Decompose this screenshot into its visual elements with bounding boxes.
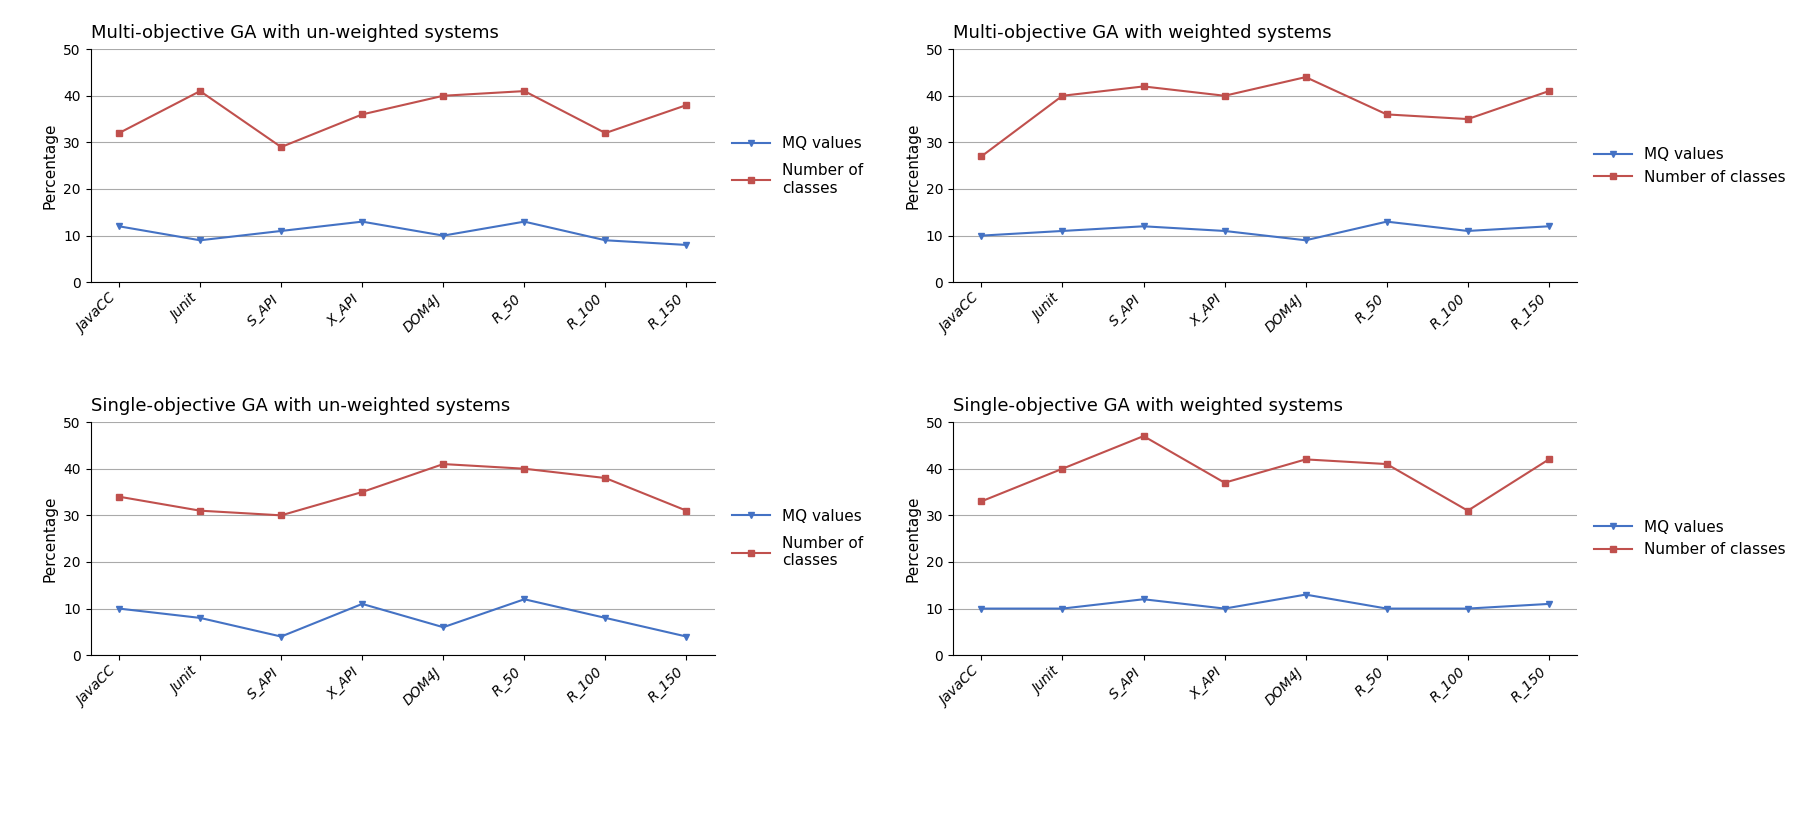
Number of classes bbox=[1458, 114, 1479, 124]
Line: MQ values: MQ values bbox=[977, 218, 1552, 244]
MQ values bbox=[1458, 226, 1479, 236]
MQ values bbox=[270, 631, 292, 641]
Number of classes bbox=[676, 506, 698, 516]
Number of classes bbox=[1133, 82, 1155, 92]
Number of classes bbox=[1537, 455, 1559, 464]
MQ values bbox=[1294, 590, 1316, 600]
Number of classes bbox=[1294, 455, 1316, 464]
MQ values bbox=[970, 604, 992, 613]
MQ values bbox=[270, 226, 292, 236]
MQ values bbox=[676, 631, 698, 641]
Number of classes bbox=[970, 496, 992, 506]
Number of classes bbox=[595, 128, 616, 138]
Number of classes bbox=[433, 459, 455, 469]
MQ values bbox=[1537, 599, 1559, 609]
MQ values bbox=[1537, 221, 1559, 231]
Number of classes bbox=[352, 110, 373, 120]
MQ values bbox=[1376, 217, 1398, 227]
MQ values bbox=[352, 217, 373, 227]
Number of classes bbox=[970, 152, 992, 161]
Text: Single-objective GA with un-weighted systems: Single-objective GA with un-weighted sys… bbox=[91, 397, 509, 415]
Number of classes bbox=[1133, 431, 1155, 441]
Number of classes bbox=[270, 143, 292, 152]
Legend: MQ values, Number of classes: MQ values, Number of classes bbox=[1588, 141, 1793, 191]
MQ values bbox=[433, 622, 455, 632]
Number of classes bbox=[189, 506, 210, 516]
MQ values bbox=[1458, 604, 1479, 613]
Number of classes bbox=[1213, 477, 1235, 487]
Number of classes bbox=[109, 491, 131, 501]
Legend: MQ values, Number of
classes: MQ values, Number of classes bbox=[725, 129, 868, 201]
MQ values bbox=[1052, 604, 1073, 613]
MQ values bbox=[1294, 235, 1316, 245]
Text: Multi-objective GA with weighted systems: Multi-objective GA with weighted systems bbox=[954, 24, 1333, 42]
Y-axis label: Percentage: Percentage bbox=[905, 122, 921, 209]
Line: MQ values: MQ values bbox=[116, 595, 691, 640]
MQ values bbox=[109, 221, 131, 231]
Number of classes bbox=[1213, 91, 1235, 101]
MQ values bbox=[189, 235, 210, 245]
Legend: MQ values, Number of
classes: MQ values, Number of classes bbox=[725, 503, 868, 575]
Number of classes bbox=[513, 86, 535, 96]
Line: Number of classes: Number of classes bbox=[116, 88, 691, 151]
Number of classes bbox=[1537, 86, 1559, 96]
MQ values bbox=[1213, 604, 1235, 613]
Number of classes bbox=[433, 91, 455, 101]
Number of classes bbox=[513, 464, 535, 473]
Number of classes bbox=[1376, 459, 1398, 469]
MQ values bbox=[352, 599, 373, 609]
Line: MQ values: MQ values bbox=[977, 591, 1552, 612]
MQ values bbox=[109, 604, 131, 613]
MQ values bbox=[970, 231, 992, 241]
Y-axis label: Percentage: Percentage bbox=[44, 122, 58, 209]
Number of classes bbox=[189, 86, 210, 96]
MQ values bbox=[189, 613, 210, 622]
MQ values bbox=[513, 595, 535, 604]
MQ values bbox=[1133, 595, 1155, 604]
MQ values bbox=[1213, 226, 1235, 236]
MQ values bbox=[676, 240, 698, 250]
Y-axis label: Percentage: Percentage bbox=[44, 495, 58, 582]
MQ values bbox=[433, 231, 455, 241]
MQ values bbox=[1376, 604, 1398, 613]
Number of classes bbox=[1294, 72, 1316, 82]
Number of classes bbox=[109, 128, 131, 138]
Number of classes bbox=[595, 473, 616, 483]
MQ values bbox=[1052, 226, 1073, 236]
MQ values bbox=[513, 217, 535, 227]
Line: MQ values: MQ values bbox=[116, 218, 691, 248]
Number of classes bbox=[352, 487, 373, 497]
MQ values bbox=[1133, 221, 1155, 231]
MQ values bbox=[595, 613, 616, 622]
Text: Single-objective GA with weighted systems: Single-objective GA with weighted system… bbox=[954, 397, 1343, 415]
Legend: MQ values, Number of classes: MQ values, Number of classes bbox=[1588, 514, 1793, 563]
Number of classes bbox=[270, 510, 292, 520]
Number of classes bbox=[1052, 464, 1073, 473]
Line: Number of classes: Number of classes bbox=[977, 432, 1552, 514]
Text: Multi-objective GA with un-weighted systems: Multi-objective GA with un-weighted syst… bbox=[91, 24, 499, 42]
Y-axis label: Percentage: Percentage bbox=[905, 495, 921, 582]
Line: Number of classes: Number of classes bbox=[977, 74, 1552, 160]
Line: Number of classes: Number of classes bbox=[116, 460, 691, 518]
Number of classes bbox=[1052, 91, 1073, 101]
Number of classes bbox=[1458, 506, 1479, 516]
Number of classes bbox=[676, 100, 698, 110]
MQ values bbox=[595, 235, 616, 245]
Number of classes bbox=[1376, 110, 1398, 120]
